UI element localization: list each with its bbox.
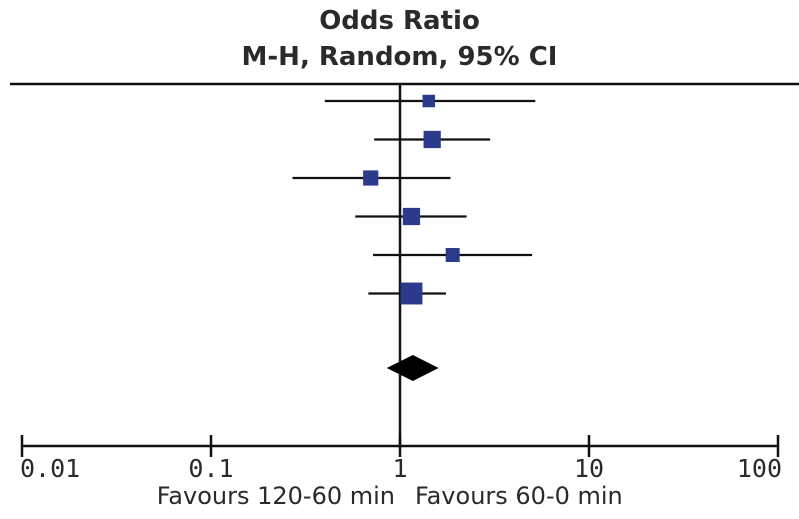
x-tick-label: 0.01 [20,454,80,483]
study-point-square [423,130,441,149]
study-point-square [445,248,460,262]
study-point-square [402,207,421,226]
study-point-square [363,170,379,186]
favours-right-label: Favours 60-0 min [415,482,623,510]
favours-left-label: Favours 120-60 min [156,482,395,510]
x-tick-label: 0.1 [188,454,233,483]
x-tick-label: 100 [737,454,782,483]
study-point-square [422,94,436,108]
study-point-square [400,282,423,305]
x-tick-label: 10 [574,454,604,483]
x-tick-label: 1 [392,454,407,483]
pooled-estimate-diamond [386,355,439,381]
chart-title: Odds Ratio [319,6,480,36]
chart-subtitle: M-H, Random, 95% CI [241,42,558,72]
